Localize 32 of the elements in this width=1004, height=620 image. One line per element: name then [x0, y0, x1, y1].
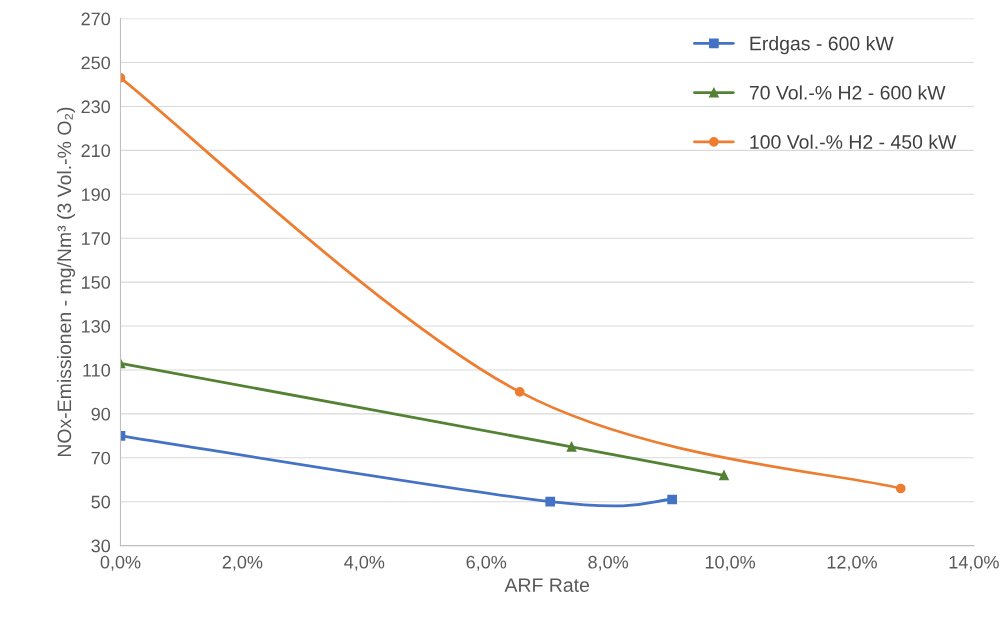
x-tick-label: 6,0%	[466, 555, 507, 571]
legend-label: 100 Vol.-% H2 - 450 kW	[750, 134, 957, 149]
x-tick-label: 10,0%	[705, 555, 756, 571]
y-tick-label: 230	[81, 100, 111, 114]
point	[719, 470, 729, 481]
y-tick-label: 150	[82, 276, 111, 289]
y-tick-label: 130	[82, 319, 111, 333]
point	[566, 441, 577, 452]
point	[545, 496, 556, 507]
y-tick-label: 30	[91, 539, 111, 553]
x-tick-label: 14,0%	[949, 555, 999, 571]
x-tick-label: 4,0%	[344, 555, 385, 571]
y-tick-label: 170	[82, 232, 111, 245]
legend-label: 70 Vol.-% H2 - 600 kW	[749, 85, 946, 100]
y-tick-label: 270	[81, 12, 111, 26]
x-tick-label: 2,0%	[222, 555, 263, 571]
point	[895, 483, 906, 494]
y-tick-label: 90	[91, 407, 111, 421]
x-tick-label: 8,0%	[588, 555, 629, 571]
y-tick-label: 250	[81, 56, 111, 70]
y-tick-label: 190	[82, 188, 111, 201]
legend-label: Erdgas - 600 kW	[750, 36, 894, 55]
y-tick-label: 70	[91, 451, 111, 465]
y-axis-title: NOx-Emissionen - mg/Nm³ (3 Vol.-% O₂)	[56, 107, 76, 457]
point	[667, 494, 678, 505]
x-tick-label: 0,0%	[100, 555, 141, 571]
y-tick-label: 210	[81, 144, 111, 158]
y-tick-label: 50	[91, 495, 111, 509]
x-axis-title: ARF Rate	[504, 578, 589, 592]
x-tick-label: 12,0%	[827, 555, 877, 571]
point	[514, 387, 525, 397]
y-tick-label: 110	[83, 363, 111, 377]
